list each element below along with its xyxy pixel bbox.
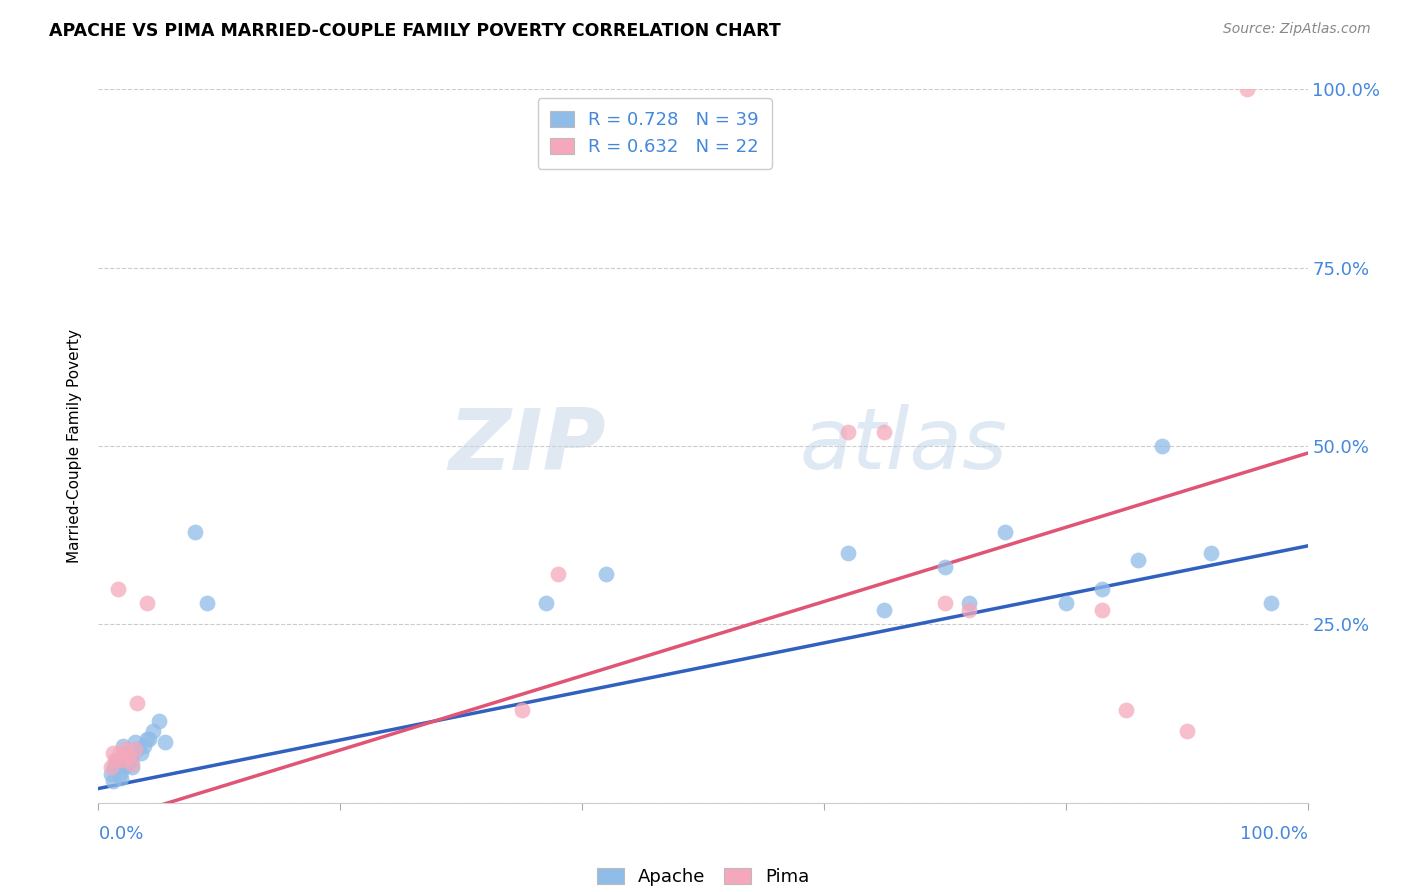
Point: [110, 771, 132, 785]
Text: APACHE VS PIMA MARRIED-COUPLE FAMILY POVERTY CORRELATION CHART: APACHE VS PIMA MARRIED-COUPLE FAMILY POV…: [49, 22, 780, 40]
Point: [108, 746, 131, 760]
Point: [127, 742, 149, 756]
Point: [934, 596, 956, 610]
Point: [100, 767, 122, 781]
Point: [1091, 582, 1114, 596]
Point: [114, 742, 136, 756]
Text: 0.0%: 0.0%: [98, 825, 143, 843]
Text: Source: ZipAtlas.com: Source: ZipAtlas.com: [1223, 22, 1371, 37]
Point: [105, 753, 128, 767]
Point: [135, 731, 157, 746]
Point: [994, 524, 1017, 539]
Point: [837, 425, 859, 439]
Legend: Apache, Pima: Apache, Pima: [589, 861, 817, 892]
Point: [957, 596, 980, 610]
Point: [127, 696, 149, 710]
Point: [108, 756, 131, 771]
Point: [117, 756, 139, 771]
Point: [510, 703, 533, 717]
Point: [101, 774, 124, 789]
Point: [1199, 546, 1222, 560]
Point: [595, 567, 617, 582]
Text: atlas: atlas: [800, 404, 1008, 488]
Point: [1054, 596, 1077, 610]
Point: [148, 714, 170, 728]
Point: [101, 746, 124, 760]
Point: [138, 731, 160, 746]
Text: 100.0%: 100.0%: [1240, 825, 1308, 843]
Y-axis label: Married-Couple Family Poverty: Married-Couple Family Poverty: [67, 329, 83, 563]
Point: [957, 603, 980, 617]
Text: ZIP: ZIP: [449, 404, 606, 488]
Point: [135, 596, 157, 610]
Point: [873, 603, 896, 617]
Point: [121, 760, 143, 774]
Point: [184, 524, 207, 539]
Point: [112, 760, 135, 774]
Point: [111, 739, 134, 753]
Point: [107, 582, 129, 596]
Point: [134, 739, 156, 753]
Point: [104, 753, 127, 767]
Point: [534, 596, 557, 610]
Point: [547, 567, 569, 582]
Point: [118, 749, 141, 764]
Point: [1128, 553, 1150, 567]
Point: [837, 546, 859, 560]
Point: [124, 742, 146, 756]
Point: [1091, 603, 1114, 617]
Point: [873, 425, 896, 439]
Point: [129, 746, 152, 760]
Point: [118, 746, 141, 760]
Point: [153, 735, 176, 749]
Point: [111, 753, 134, 767]
Point: [1115, 703, 1137, 717]
Point: [100, 760, 122, 774]
Point: [142, 724, 165, 739]
Point: [120, 753, 142, 767]
Point: [1260, 596, 1282, 610]
Point: [124, 735, 146, 749]
Point: [114, 753, 136, 767]
Point: [121, 756, 143, 771]
Point: [1175, 724, 1198, 739]
Point: [934, 560, 956, 574]
Point: [195, 596, 218, 610]
Point: [108, 767, 131, 781]
Point: [1152, 439, 1174, 453]
Point: [103, 760, 125, 774]
Point: [1236, 82, 1258, 96]
Point: [118, 749, 141, 764]
